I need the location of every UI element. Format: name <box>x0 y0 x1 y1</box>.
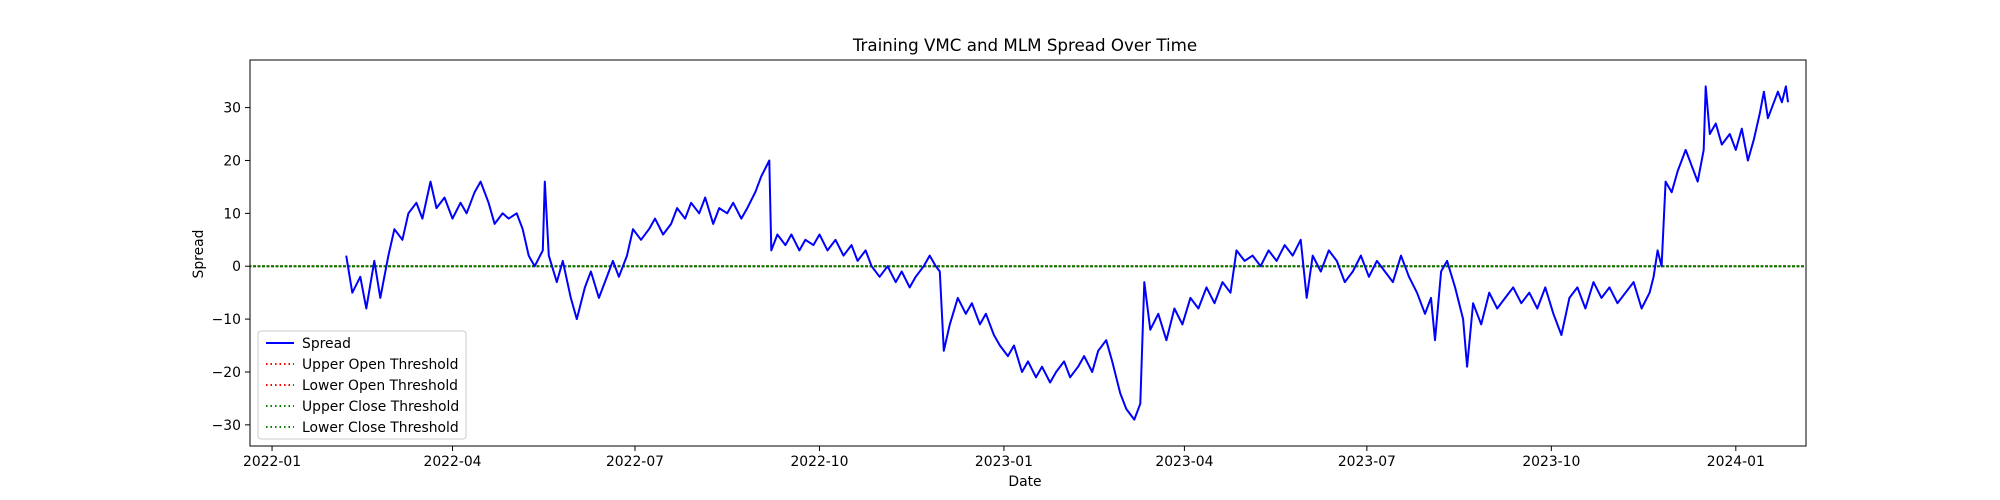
legend-label-lower-close-threshold: Lower Close Threshold <box>302 420 459 436</box>
legend-label-spread: Spread <box>302 336 351 352</box>
y-tick-label: −10 <box>212 312 241 328</box>
x-tick-label: 2022-04 <box>423 454 481 470</box>
x-tick-label: 2023-01 <box>975 454 1033 470</box>
y-tick-label: −20 <box>212 365 241 381</box>
x-tick-label: 2022-01 <box>243 454 301 470</box>
legend-label-upper-open-threshold: Upper Open Threshold <box>302 357 458 373</box>
spread-line <box>345 85 1789 421</box>
y-tick-label: 20 <box>223 153 241 169</box>
x-tick-label: 2022-10 <box>790 454 848 470</box>
legend: Spread Upper Open Threshold Lower Open Thr… <box>257 330 467 440</box>
x-tick-label: 2024-01 <box>1707 454 1765 470</box>
y-tick-label: −30 <box>212 418 241 434</box>
legend-label-lower-open-threshold: Lower Open Threshold <box>302 378 458 394</box>
x-tick-label: 2022-07 <box>606 454 664 470</box>
axes: 2022-01 2022-04 2022-07 2022-10 2023-01 2023-… <box>212 59 1807 470</box>
x-axis-title: Date <box>1008 474 1041 490</box>
x-tick-label: 2023-10 <box>1522 454 1580 470</box>
plot-area <box>250 85 1806 421</box>
chart-title: Training VMC and MLM Spread Over Time <box>852 35 1197 55</box>
y-axis-title: Spread <box>191 230 207 279</box>
x-tick-label: 2023-04 <box>1155 454 1213 470</box>
y-tick-label: 30 <box>223 101 241 117</box>
legend-label-upper-close-threshold: Upper Close Threshold <box>302 399 459 415</box>
y-tick-label: 10 <box>223 206 241 222</box>
y-tick-label: 0 <box>232 259 241 275</box>
x-tick-label: 2023-07 <box>1338 454 1396 470</box>
plot-frame <box>249 59 1807 447</box>
legend-box <box>257 330 467 440</box>
